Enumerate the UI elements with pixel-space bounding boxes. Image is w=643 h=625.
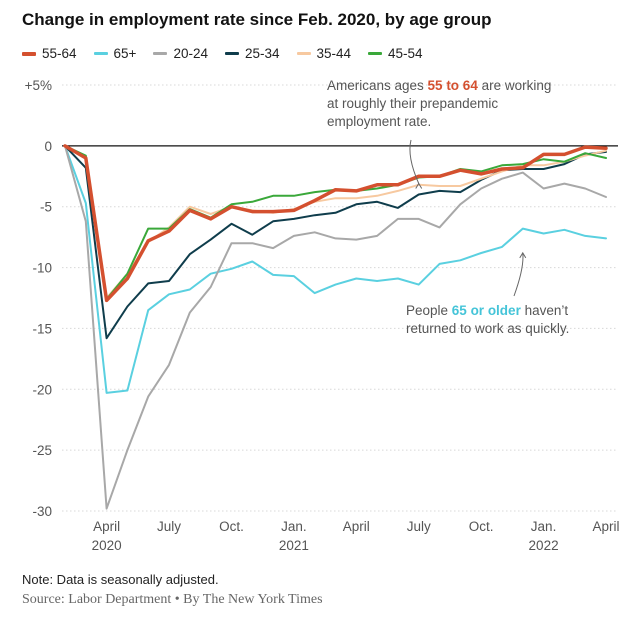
annotation-65-plus-arrow: [513, 252, 524, 297]
x-tick-label: Jan.: [531, 519, 557, 534]
annotation-55-64-line: at roughly their prepandemic: [327, 96, 498, 111]
annotation-65-plus-line: returned to work as quickly.: [406, 321, 569, 336]
x-tick-label: April: [343, 519, 370, 534]
legend-swatch: [22, 51, 36, 56]
x-tick-label: July: [157, 519, 181, 534]
annotation-65-plus-line: People 65 or older haven’t: [406, 303, 568, 318]
y-tick-label: -10: [32, 261, 52, 276]
y-tick-label: 0: [44, 139, 52, 154]
y-tick-label: +5%: [25, 78, 52, 93]
chart-plot: +5% 0 -5 -10 -15 -20 -25 -30 April 2020 July Oct. Ja…: [25, 78, 620, 553]
y-tick-label: -5: [40, 200, 52, 215]
x-tick-year: 2020: [92, 538, 122, 553]
x-tick-label: Oct.: [219, 519, 244, 534]
legend-item: 65+: [93, 46, 137, 61]
annotation-65-plus-arrowhead: [519, 251, 527, 259]
legend-label: 35-44: [316, 46, 352, 61]
x-tick-label: July: [407, 519, 431, 534]
chart-note: Note: Data is seasonally adjusted.: [22, 572, 219, 587]
legend-swatch: [153, 52, 168, 55]
legend-label: 65+: [113, 46, 137, 61]
annotation-55-64-line: employment rate.: [327, 114, 431, 129]
legend-label: 20-24: [173, 46, 208, 61]
legend-item: 55-64: [22, 46, 77, 61]
y-tick-label: -25: [32, 443, 52, 458]
legend-item: 45-54: [368, 46, 423, 61]
x-tick-label: April: [93, 519, 120, 534]
chart-legend: 55-64 65+ 20-24 25-34 35-44 45-54: [22, 46, 440, 61]
chart-source: Source: Labor Department • By The New Yo…: [22, 592, 323, 607]
x-tick-label: Oct.: [469, 519, 494, 534]
legend-label: 45-54: [388, 46, 423, 61]
legend-item: 20-24: [153, 46, 208, 61]
legend-item: 25-34: [224, 46, 280, 61]
x-tick-label: Jan.: [281, 519, 307, 534]
series-line-20-24: [64, 144, 607, 510]
y-tick-label: -20: [32, 382, 52, 397]
annotation-55-64-arrowhead: [415, 182, 423, 189]
chart-title: Change in employment rate since Feb. 202…: [22, 10, 492, 29]
annotation-55-64-arrow: [409, 139, 420, 184]
annotation-55-64-line: Americans ages 55 to 64 are working: [327, 78, 551, 93]
y-tick-label: -30: [32, 504, 52, 519]
legend-swatch: [296, 52, 311, 55]
x-tick-label: April: [592, 519, 619, 534]
x-tick-year: 2021: [279, 538, 309, 553]
legend-item: 35-44: [296, 46, 352, 61]
legend-label: 25-34: [244, 46, 280, 61]
legend-swatch: [224, 52, 239, 55]
series-line-55-64: [63, 144, 608, 303]
legend-swatch: [368, 52, 383, 55]
legend-label: 55-64: [42, 46, 77, 61]
x-tick-year: 2022: [529, 538, 559, 553]
y-tick-label: -15: [32, 321, 52, 336]
series-line-65-plus: [64, 144, 607, 394]
legend-swatch: [93, 52, 108, 55]
